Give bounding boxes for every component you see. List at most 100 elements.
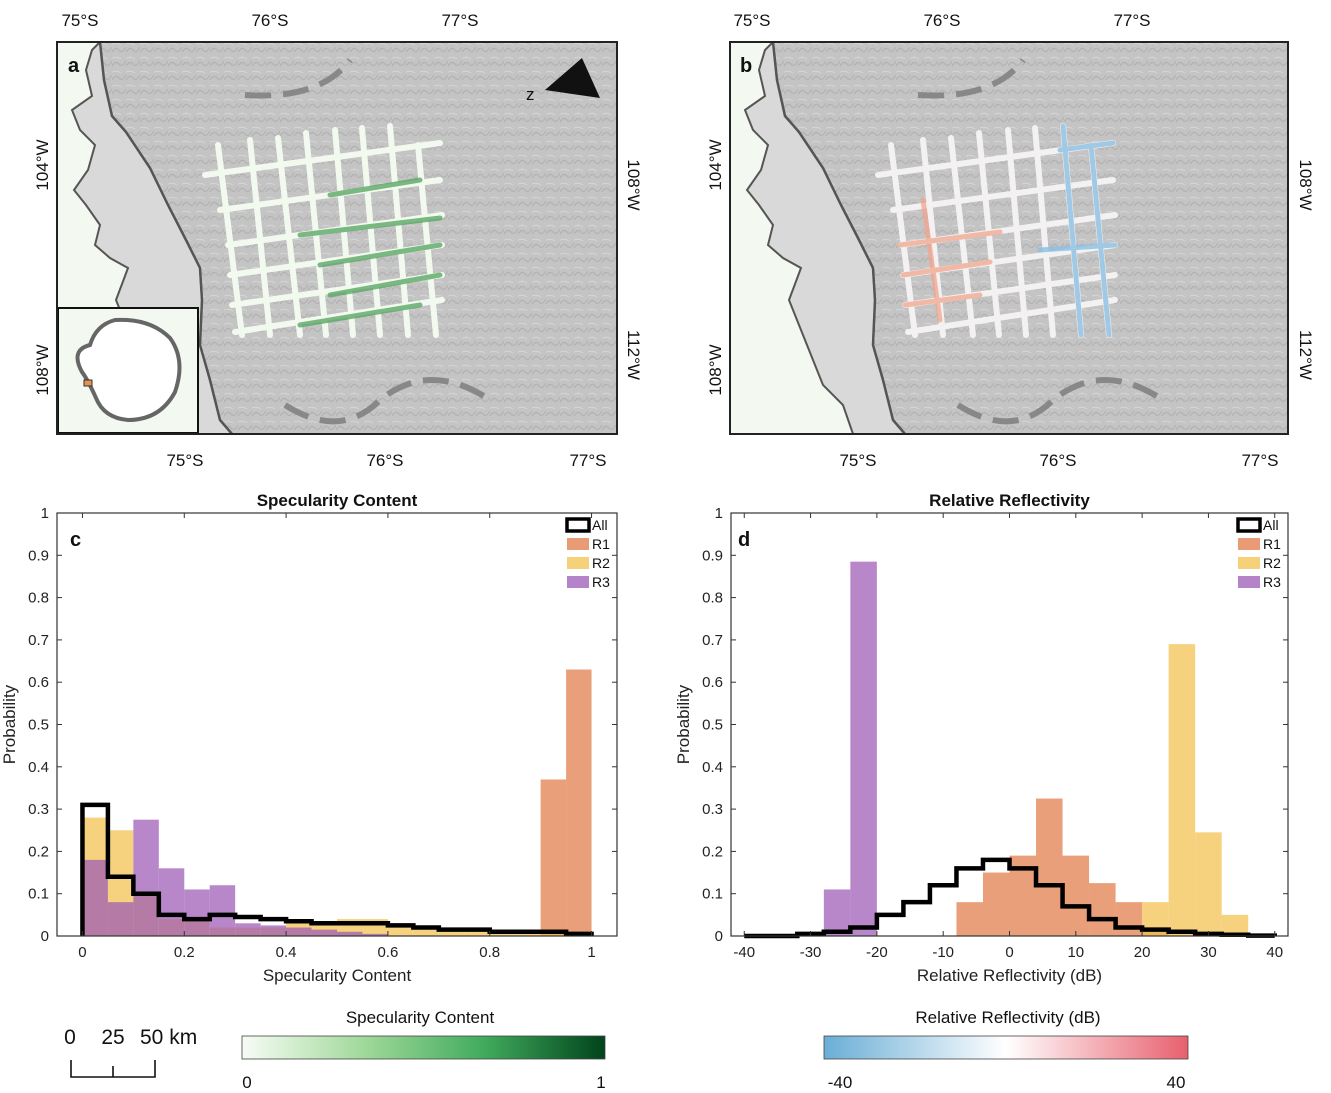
colorbar-specularity: Specularity Content 0 1 bbox=[241, 1008, 606, 1092]
legend-label-d-r2: R2 bbox=[1263, 555, 1281, 571]
map-b-bottom-label-3: 77°S bbox=[1241, 451, 1278, 470]
xtick-c-1: 0.2 bbox=[174, 944, 195, 961]
ytick-d-9: 0.9 bbox=[702, 547, 723, 564]
map-a-bottom-label-2: 76°S bbox=[366, 451, 403, 470]
legend-label-c-r1: R1 bbox=[592, 536, 610, 552]
panel-label-c: c bbox=[70, 529, 81, 551]
map-b-low-reflectivity bbox=[1037, 123, 1118, 338]
bar-d-r1-11 bbox=[1036, 798, 1063, 936]
bar-d-r1-9 bbox=[982, 872, 1010, 936]
xtick-c-5: 1 bbox=[587, 944, 595, 961]
outline-d-all bbox=[744, 857, 1277, 939]
xtick-d-7: 30 bbox=[1200, 944, 1217, 961]
legend-swatch-d-r2 bbox=[1238, 557, 1260, 569]
map-a: z bbox=[57, 42, 617, 434]
bar-c-r3-4 bbox=[184, 889, 210, 936]
xtick-d-0: -40 bbox=[733, 944, 755, 961]
map-a-right-label-2: 112°W bbox=[624, 330, 643, 380]
bar-c-r3-2 bbox=[133, 819, 159, 936]
north-arrow-icon bbox=[545, 58, 600, 98]
legend-label-d-r1: R1 bbox=[1263, 536, 1281, 552]
ytick-c-8: 0.8 bbox=[28, 590, 49, 607]
panel-label-a: a bbox=[68, 55, 80, 77]
bar-d-r2-17 bbox=[1195, 832, 1222, 936]
bar-d-r3-3 bbox=[823, 889, 851, 936]
scale-tick-50: 50 km bbox=[140, 1026, 197, 1049]
colorbar-reflectivity: Relative Reflectivity (dB) -40 40 bbox=[823, 1008, 1189, 1092]
ytick-c-10: 1 bbox=[41, 505, 49, 522]
map-a-bottom-label-3: 77°S bbox=[569, 451, 606, 470]
ytick-d-2: 0.2 bbox=[702, 843, 723, 860]
chart-title-c: Specularity Content bbox=[257, 491, 418, 510]
map-a-bottom-label-1: 75°S bbox=[166, 451, 203, 470]
map-b-right-label-2: 112°W bbox=[1296, 330, 1315, 380]
xtick-c-2: 0.4 bbox=[276, 944, 297, 961]
map-b-left-label-1: 104°W bbox=[706, 139, 725, 190]
legend-label-c-r3: R3 bbox=[592, 574, 610, 590]
bar-c-r2-13 bbox=[413, 927, 439, 936]
ytick-d-0: 0 bbox=[715, 928, 723, 945]
xtick-c-3: 0.6 bbox=[377, 944, 398, 961]
bar-c-r3-3 bbox=[158, 868, 185, 936]
map-b-top-label-2: 76°S bbox=[923, 11, 960, 30]
bar-c-r2-15 bbox=[464, 929, 490, 936]
xtick-d-5: 10 bbox=[1067, 944, 1084, 961]
chart-title-d: Relative Reflectivity bbox=[929, 491, 1090, 510]
bar-c-r3-11 bbox=[362, 933, 388, 936]
bar-d-r1-13 bbox=[1089, 883, 1116, 936]
map-a-top-label-3: 77°S bbox=[441, 11, 478, 30]
map-b-right-label-1: 108°W bbox=[1296, 159, 1315, 210]
ytick-d-1: 0.1 bbox=[702, 886, 723, 903]
bar-d-r1-12 bbox=[1062, 855, 1090, 936]
map-a-dashed-boundary-top bbox=[244, 58, 353, 99]
panel-label-d: d bbox=[738, 529, 750, 551]
north-arrow-letter: z bbox=[526, 85, 535, 104]
colorbar-reflectivity-min: -40 bbox=[828, 1073, 853, 1092]
legend-label-c-all: All bbox=[592, 517, 608, 533]
map-b-dashed-boundary-top bbox=[917, 58, 1026, 99]
bar-d-r1-8 bbox=[956, 902, 983, 936]
ytick-c-9: 0.9 bbox=[28, 547, 49, 564]
ytick-d-8: 0.8 bbox=[702, 590, 723, 607]
bar-c-r3-6 bbox=[235, 923, 261, 936]
bar-d-r2-18 bbox=[1221, 914, 1249, 936]
bar-c-r3-1 bbox=[107, 902, 134, 936]
bar-c-r3-8 bbox=[286, 927, 312, 936]
map-a-left-label-2: 108°W bbox=[33, 344, 52, 395]
legend-label-c-r2: R2 bbox=[592, 555, 610, 571]
x-axis-label-c: Specularity Content bbox=[263, 966, 412, 985]
map-b-high-reflectivity bbox=[897, 197, 1003, 323]
colorbar-specularity-title: Specularity Content bbox=[346, 1008, 495, 1027]
ytick-c-6: 0.6 bbox=[28, 674, 49, 691]
map-b-top-label-3: 77°S bbox=[1113, 11, 1150, 30]
xtick-d-3: -10 bbox=[932, 944, 954, 961]
ytick-d-4: 0.4 bbox=[702, 759, 723, 776]
map-b-bottom-label-2: 76°S bbox=[1039, 451, 1076, 470]
ytick-c-2: 0.2 bbox=[28, 843, 49, 860]
map-a-high-specularity bbox=[297, 177, 443, 328]
xtick-d-1: -30 bbox=[800, 944, 822, 961]
scale-tick-25: 25 bbox=[101, 1026, 124, 1049]
scale-tick-0: 0 bbox=[64, 1026, 76, 1049]
ytick-c-7: 0.7 bbox=[28, 632, 49, 649]
bar-c-r3-5 bbox=[209, 885, 236, 936]
bar-c-r3-9 bbox=[311, 929, 337, 936]
ytick-c-4: 0.4 bbox=[28, 759, 49, 776]
inset-map bbox=[57, 307, 199, 434]
bar-d-r3-4 bbox=[850, 561, 877, 936]
colorbar-reflectivity-max: 40 bbox=[1167, 1073, 1186, 1092]
map-a-left-label-1: 104°W bbox=[33, 139, 52, 190]
x-axis-label-d: Relative Reflectivity (dB) bbox=[917, 966, 1102, 985]
panel-label-b: b bbox=[740, 55, 752, 77]
bar-c-r3-0 bbox=[82, 859, 108, 936]
bar-d-r1-14 bbox=[1115, 902, 1143, 936]
legend-swatch-c-r1 bbox=[567, 538, 589, 550]
ytick-c-1: 0.1 bbox=[28, 886, 49, 903]
legend-swatch-c-all bbox=[565, 517, 591, 533]
ytick-c-0: 0 bbox=[41, 928, 49, 945]
histogram-specularity: 0 0.1 0.2 0.3 0.4 0.5 0.6 0.7 0.8 0.9 1 0 0.2 0.4 0.6 0… bbox=[0, 491, 618, 985]
bar-c-r1-19 bbox=[566, 669, 592, 936]
histogram-reflectivity: 0 0.1 0.2 0.3 0.4 0.5 0.6 0.7 0.8 0.9 1 -40 -30 -20 -1… bbox=[674, 491, 1289, 985]
ytick-d-6: 0.6 bbox=[702, 674, 723, 691]
